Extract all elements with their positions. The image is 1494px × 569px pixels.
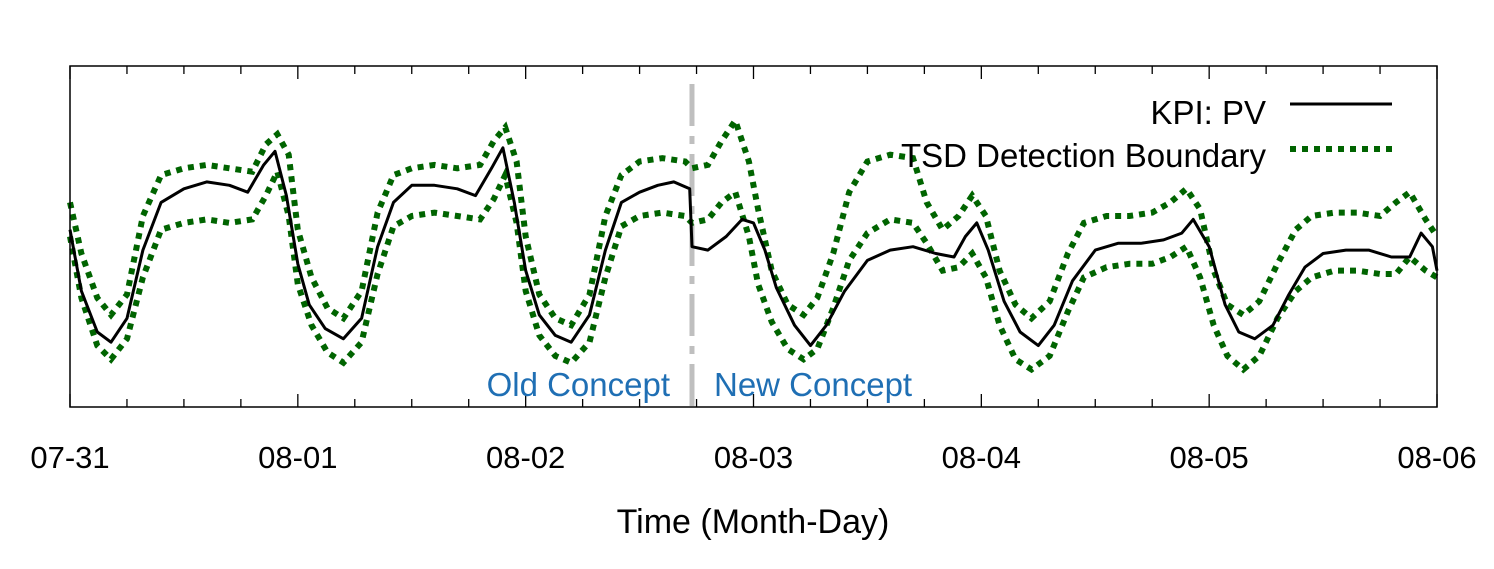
x-tick-label: 08-01 [258,440,337,475]
old-concept-label: Old Concept [487,366,670,403]
x-tick-label: 08-05 [1170,440,1249,475]
legend: KPI: PV TSD Detection Boundary [901,94,1392,174]
x-axis-label: Time (Month-Day) [617,503,890,541]
x-axis: 07-31 08-01 08-02 08-03 08-04 08-05 08-06 [30,66,1477,475]
x-tick-label: 07-31 [30,440,109,475]
plot-frame [69,65,1438,408]
x-tick-label: 08-06 [1397,440,1476,475]
x-tick-label: 08-04 [942,440,1021,475]
tsd-upper-boundary-line [67,113,1440,330]
legend-label-kpi: KPI: PV [1150,94,1266,131]
plot-area [67,113,1440,374]
kpi-pv-line [68,146,1439,348]
x-tick-label: 08-03 [714,440,793,475]
tsd-lower-boundary-line [67,162,1439,374]
new-concept-label: New Concept [714,366,912,403]
concept-drift-marker: Old Concept New Concept [487,84,912,407]
x-tick-label: 08-02 [486,440,565,475]
legend-label-tsd: TSD Detection Boundary [901,137,1267,174]
